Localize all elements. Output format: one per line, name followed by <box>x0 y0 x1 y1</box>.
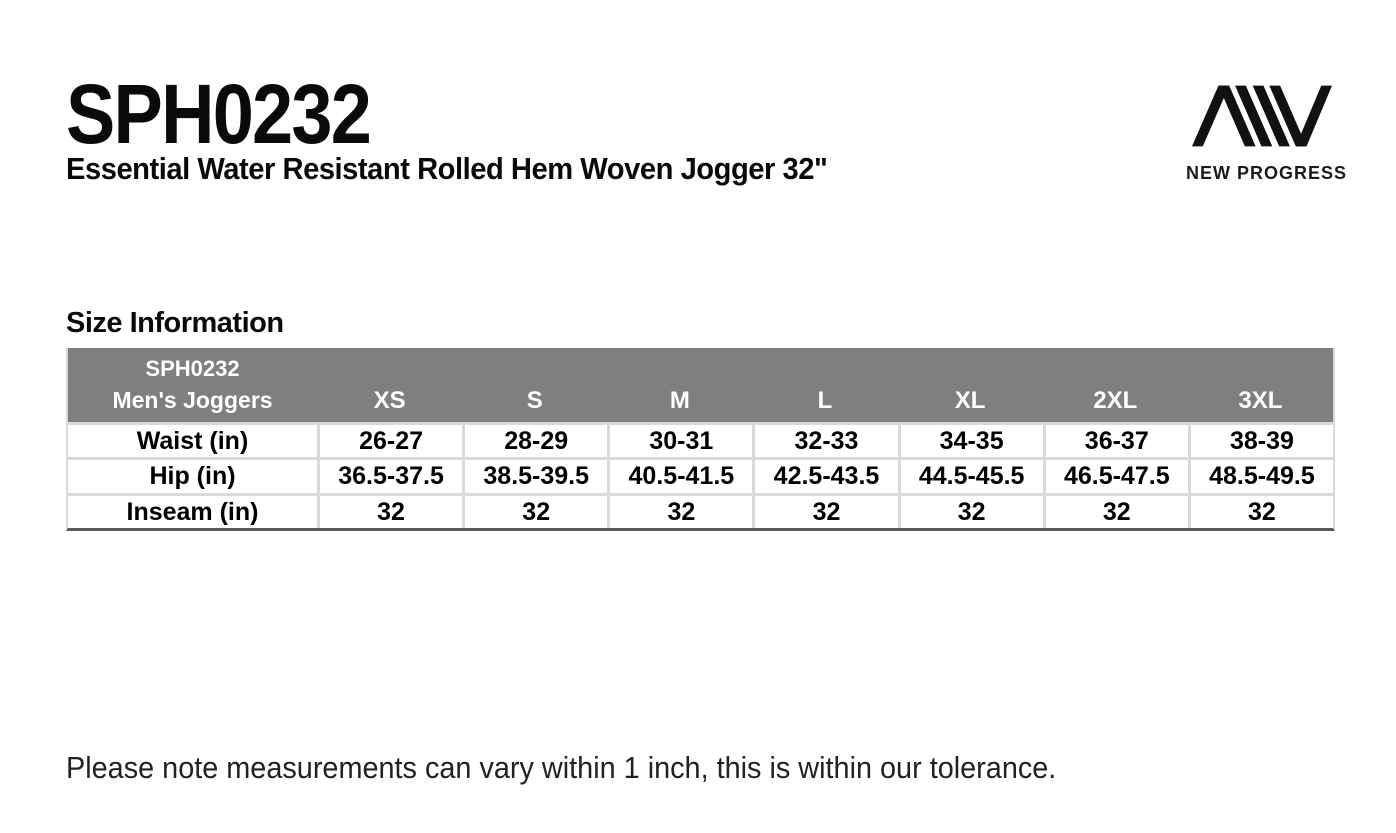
waist-value-m: 30-31 <box>607 422 753 457</box>
new-progress-logomark-icon <box>1192 85 1332 147</box>
waist-value-xl: 34-35 <box>897 422 1043 457</box>
hip-value-m: 40.5-41.5 <box>607 457 753 493</box>
waist-value-s: 28-29 <box>462 422 608 457</box>
inseam-value-2xl: 32 <box>1042 493 1188 528</box>
inseam-value-xs: 32 <box>317 493 463 528</box>
hip-value-xs: 36.5-37.5 <box>317 457 463 493</box>
size-column-header-2xl: 2XL <box>1042 348 1188 422</box>
size-column-header-s: S <box>462 348 608 422</box>
row-label-hip: Hip (in) <box>68 457 317 493</box>
table-header-category: Men's Joggers <box>112 387 273 414</box>
inseam-value-l: 32 <box>752 493 898 528</box>
brand-name: NEW PROGRESS <box>1186 163 1348 183</box>
waist-value-xs: 26-27 <box>317 422 463 457</box>
size-column-header-m: M <box>607 348 753 422</box>
product-name-subtitle: Essential Water Resistant Rolled Hem Wov… <box>66 151 828 186</box>
row-label-inseam: Inseam (in) <box>68 493 317 528</box>
waist-value-l: 32-33 <box>752 422 898 457</box>
hip-value-2xl: 46.5-47.5 <box>1042 457 1188 493</box>
table-header-code: SPH0232 <box>145 355 240 381</box>
product-code-title: SPH0232 <box>66 67 372 161</box>
section-title: Size Information <box>66 307 284 339</box>
tolerance-footnote: Please note measurements can vary within… <box>66 750 1057 785</box>
hip-value-xl: 44.5-45.5 <box>897 457 1043 493</box>
hip-value-3xl: 48.5-49.5 <box>1187 457 1333 493</box>
inseam-value-m: 32 <box>607 493 753 528</box>
inseam-value-xl: 32 <box>897 493 1043 528</box>
waist-value-2xl: 36-37 <box>1042 422 1188 457</box>
size-column-header-3xl: 3XL <box>1187 348 1333 422</box>
size-column-header-xs: XS <box>317 348 463 422</box>
table-header-product-cell: SPH0232 Men's Joggers <box>68 348 317 422</box>
size-table: SPH0232 Men's Joggers XS S M L XL 2XL 3X… <box>66 348 1335 531</box>
hip-value-s: 38.5-39.5 <box>462 457 608 493</box>
hip-value-l: 42.5-43.5 <box>752 457 898 493</box>
waist-value-3xl: 38-39 <box>1187 422 1333 457</box>
row-label-waist: Waist (in) <box>68 422 317 457</box>
inseam-value-3xl: 32 <box>1187 493 1333 528</box>
size-column-header-l: L <box>752 348 898 422</box>
inseam-value-s: 32 <box>462 493 608 528</box>
size-column-header-xl: XL <box>897 348 1043 422</box>
